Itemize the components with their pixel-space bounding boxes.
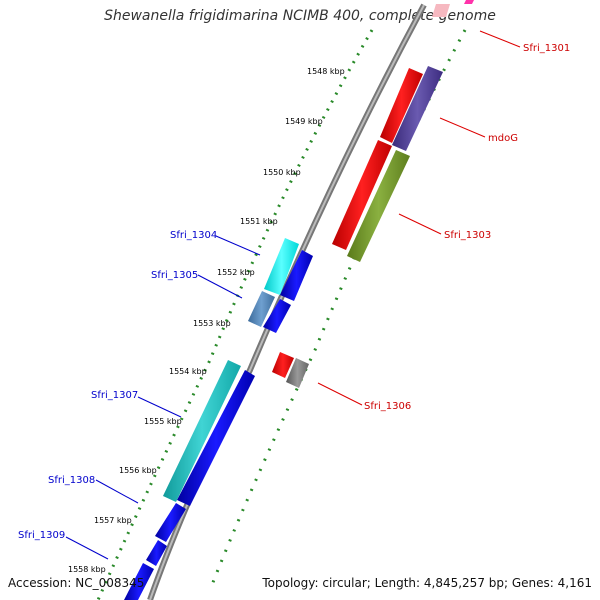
gene-sfri-1307-blue[interactable] bbox=[177, 370, 255, 506]
tick-labels: 1548 kbp 1549 kbp 1550 kbp 1551 kbp 1552… bbox=[68, 67, 345, 574]
gene-mdog[interactable] bbox=[392, 66, 443, 151]
inner-tick-ring bbox=[96, 29, 374, 600]
label-sfri-1306[interactable]: Sfri_1306 bbox=[364, 401, 411, 412]
gene-sfri-1307[interactable] bbox=[163, 360, 241, 502]
tick-label: 1550 kbp bbox=[263, 168, 301, 177]
tick-label: 1549 kbp bbox=[285, 117, 323, 126]
gene-sfri-1303[interactable] bbox=[347, 150, 410, 262]
label-sfri-1303[interactable]: Sfri_1303 bbox=[444, 230, 491, 241]
gene-sfri-1304[interactable] bbox=[264, 238, 299, 295]
gene-sfri-1303a[interactable] bbox=[332, 140, 392, 250]
forward-label-connectors bbox=[65, 235, 261, 560]
tick-label: 1556 kbp bbox=[119, 466, 157, 475]
tick-label: 1558 kbp bbox=[68, 565, 106, 574]
gene-sfri-1302[interactable] bbox=[380, 68, 423, 143]
tick-label: 1553 kbp bbox=[193, 319, 231, 328]
gene-sfri-1301-partial[interactable] bbox=[464, 0, 474, 4]
outer-tick-ring bbox=[208, 29, 467, 591]
label-sfri-1308[interactable]: Sfri_1308 bbox=[48, 475, 95, 486]
accession-text: Accession: NC_008345 bbox=[8, 576, 145, 590]
label-sfri-1309[interactable]: Sfri_1309 bbox=[18, 530, 65, 541]
gene-sfri-1301[interactable] bbox=[432, 4, 450, 17]
label-sfri-1307[interactable]: Sfri_1307 bbox=[91, 390, 138, 401]
topology-text: Topology: circular; Length: 4,845,257 bp… bbox=[262, 576, 592, 590]
tick-label: 1555 kbp bbox=[144, 417, 182, 426]
tick-label: 1554 kbp bbox=[169, 367, 207, 376]
gene-sfri-1305[interactable] bbox=[248, 291, 275, 327]
tick-label: 1548 kbp bbox=[307, 67, 345, 76]
gene-sfri-1305-blue[interactable] bbox=[263, 299, 291, 333]
label-mdog[interactable]: mdoG bbox=[488, 133, 518, 144]
tick-label: 1557 kbp bbox=[94, 516, 132, 525]
gene-sfri-1308[interactable] bbox=[155, 503, 186, 542]
gene-sfri-1309[interactable] bbox=[124, 563, 154, 600]
gene-sfri-1306a[interactable] bbox=[272, 352, 294, 378]
tick-label: 1552 kbp bbox=[217, 268, 255, 277]
genome-backbone-highlight bbox=[149, 4, 425, 600]
gene-sfri-1306[interactable] bbox=[286, 358, 309, 388]
gene-sfri-1309a[interactable] bbox=[146, 540, 167, 566]
label-sfri-1301[interactable]: Sfri_1301 bbox=[523, 43, 570, 54]
tick-label: 1551 kbp bbox=[240, 217, 278, 226]
genome-backbone bbox=[147, 3, 427, 600]
label-sfri-1304[interactable]: Sfri_1304 bbox=[170, 230, 217, 241]
reverse-label-connectors bbox=[317, 30, 521, 406]
label-sfri-1305[interactable]: Sfri_1305 bbox=[151, 270, 198, 281]
gene-sfri-1304-blue[interactable] bbox=[280, 250, 313, 301]
map-title: Shewanella frigidimarina NCIMB 400, comp… bbox=[104, 8, 496, 24]
